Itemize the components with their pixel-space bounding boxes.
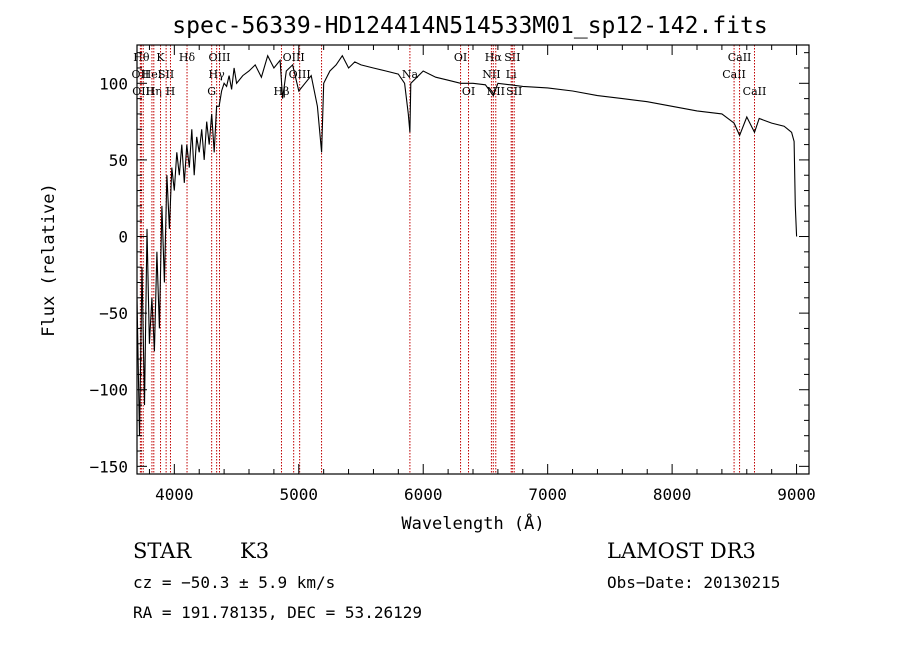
line-marker-label: Hβ xyxy=(274,85,290,98)
object-subclass: K3 xyxy=(240,539,270,563)
y-tick-label: 100 xyxy=(99,74,128,93)
line-marker-label: K xyxy=(156,51,165,64)
line-marker-label: OIII xyxy=(283,51,305,64)
x-tick-label: 5000 xyxy=(280,485,319,504)
line-marker-label: CaII xyxy=(743,85,767,98)
survey-label: LAMOST DR3 xyxy=(607,539,756,563)
line-marker-label: OIII xyxy=(132,85,154,98)
line-marker-label: HeI xyxy=(142,68,162,81)
plot-frame xyxy=(136,44,810,475)
y-tick-label: −50 xyxy=(99,304,128,323)
line-marker-label: OI xyxy=(462,85,475,98)
radec-readout: RA = 191.78135, DEC = 53.26129 xyxy=(133,603,422,622)
line-marker-label: SII xyxy=(504,51,520,64)
line-marker-label: NII xyxy=(487,85,505,98)
object-class: STAR xyxy=(133,539,192,563)
y-tick-label: −100 xyxy=(89,381,128,400)
line-marker-label: G xyxy=(207,85,216,98)
line-marker-label: OIII xyxy=(289,68,311,81)
x-tick-label: 4000 xyxy=(155,485,194,504)
line-marker-label: SII xyxy=(158,68,174,81)
line-marker-label: H xyxy=(166,85,176,98)
line-marker-label: Hα xyxy=(485,51,503,64)
x-tick-label: 9000 xyxy=(777,485,816,504)
y-tick-label: −150 xyxy=(89,457,128,476)
obs-date: Obs−Date: 20130215 xyxy=(607,573,781,592)
line-marker-label: NII xyxy=(482,68,500,81)
line-marker-label: CaII xyxy=(728,51,752,64)
y-axis-label: Flux (relative) xyxy=(39,183,59,337)
line-marker-label: SII xyxy=(506,85,522,98)
line-marker-label: Hγ xyxy=(209,68,226,81)
cz-readout: cz = −50.3 ± 5.9 km/s xyxy=(133,573,336,592)
x-axis-label: Wavelength (Å) xyxy=(401,512,544,534)
y-tick-label: 50 xyxy=(109,151,128,170)
chart-title: spec-56339-HD124414N514533M01_sp12-142.f… xyxy=(172,13,767,39)
y-tick-label: 0 xyxy=(118,228,128,247)
line-marker-label: OIII xyxy=(208,51,230,64)
line-marker-label: OI xyxy=(454,51,467,64)
line-marker-label: Hη xyxy=(146,85,162,98)
line-marker-label: CaII xyxy=(722,68,746,81)
line-marker-label: Li xyxy=(506,68,517,81)
line-marker-label: Hδ xyxy=(179,51,196,64)
line-marker-label: Na xyxy=(402,68,419,81)
line-marker-label: OII xyxy=(132,68,150,81)
series-flux xyxy=(137,54,798,436)
x-tick-label: 6000 xyxy=(404,485,443,504)
x-tick-label: 8000 xyxy=(653,485,692,504)
x-tick-label: 7000 xyxy=(528,485,567,504)
